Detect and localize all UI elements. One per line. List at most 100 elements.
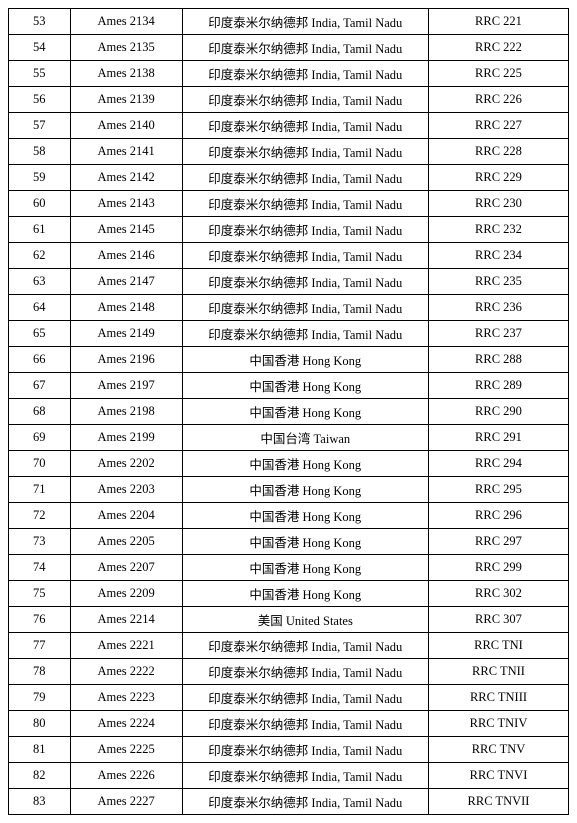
table-cell: 57 xyxy=(9,113,71,139)
table-cell: Ames 2146 xyxy=(70,243,182,269)
table-cell: 59 xyxy=(9,165,71,191)
table-cell: 53 xyxy=(9,9,71,35)
table-cell: 82 xyxy=(9,763,71,789)
table-cell: 印度泰米尔纳德邦 India, Tamil Nadu xyxy=(182,113,428,139)
table-cell: RRC 296 xyxy=(428,503,568,529)
table-cell: RRC TNVII xyxy=(428,789,568,815)
table-cell: 印度泰米尔纳德邦 India, Tamil Nadu xyxy=(182,763,428,789)
table-cell: RRC 237 xyxy=(428,321,568,347)
table-row: 78Ames 2222印度泰米尔纳德邦 India, Tamil NaduRRC… xyxy=(9,659,569,685)
table-cell: Ames 2197 xyxy=(70,373,182,399)
table-row: 79Ames 2223印度泰米尔纳德邦 India, Tamil NaduRRC… xyxy=(9,685,569,711)
table-cell: 中国香港 Hong Kong xyxy=(182,399,428,425)
table-row: 54Ames 2135印度泰米尔纳德邦 India, Tamil NaduRRC… xyxy=(9,35,569,61)
table-cell: 67 xyxy=(9,373,71,399)
table-cell: RRC 229 xyxy=(428,165,568,191)
table-cell: Ames 2221 xyxy=(70,633,182,659)
table-cell: RRC 236 xyxy=(428,295,568,321)
table-cell: 印度泰米尔纳德邦 India, Tamil Nadu xyxy=(182,737,428,763)
table-cell: RRC TNII xyxy=(428,659,568,685)
table-cell: Ames 2147 xyxy=(70,269,182,295)
table-cell: 69 xyxy=(9,425,71,451)
table-cell: 印度泰米尔纳德邦 India, Tamil Nadu xyxy=(182,61,428,87)
table-cell: 83 xyxy=(9,789,71,815)
table-cell: 印度泰米尔纳德邦 India, Tamil Nadu xyxy=(182,659,428,685)
table-cell: 62 xyxy=(9,243,71,269)
table-cell: RRC TNI xyxy=(428,633,568,659)
table-row: 57Ames 2140印度泰米尔纳德邦 India, Tamil NaduRRC… xyxy=(9,113,569,139)
table-cell: Ames 2196 xyxy=(70,347,182,373)
table-cell: 中国香港 Hong Kong xyxy=(182,503,428,529)
table-cell: 76 xyxy=(9,607,71,633)
table-cell: Ames 2203 xyxy=(70,477,182,503)
table-row: 55Ames 2138印度泰米尔纳德邦 India, Tamil NaduRRC… xyxy=(9,61,569,87)
table-cell: 60 xyxy=(9,191,71,217)
table-cell: 79 xyxy=(9,685,71,711)
table-cell: Ames 2227 xyxy=(70,789,182,815)
table-cell: 68 xyxy=(9,399,71,425)
table-cell: Ames 2135 xyxy=(70,35,182,61)
table-row: 73Ames 2205中国香港 Hong KongRRC 297 xyxy=(9,529,569,555)
table-cell: 印度泰米尔纳德邦 India, Tamil Nadu xyxy=(182,711,428,737)
table-cell: RRC 221 xyxy=(428,9,568,35)
table-cell: 印度泰米尔纳德邦 India, Tamil Nadu xyxy=(182,789,428,815)
table-row: 59Ames 2142印度泰米尔纳德邦 India, Tamil NaduRRC… xyxy=(9,165,569,191)
table-cell: 印度泰米尔纳德邦 India, Tamil Nadu xyxy=(182,9,428,35)
table-row: 72Ames 2204中国香港 Hong KongRRC 296 xyxy=(9,503,569,529)
table-cell: RRC 230 xyxy=(428,191,568,217)
table-cell: 中国台湾 Taiwan xyxy=(182,425,428,451)
table-cell: 56 xyxy=(9,87,71,113)
table-cell: Ames 2143 xyxy=(70,191,182,217)
table-cell: RRC 289 xyxy=(428,373,568,399)
table-cell: 印度泰米尔纳德邦 India, Tamil Nadu xyxy=(182,685,428,711)
table-cell: 70 xyxy=(9,451,71,477)
table-cell: Ames 2207 xyxy=(70,555,182,581)
table-cell: 印度泰米尔纳德邦 India, Tamil Nadu xyxy=(182,35,428,61)
table-cell: RRC 295 xyxy=(428,477,568,503)
table-cell: 印度泰米尔纳德邦 India, Tamil Nadu xyxy=(182,87,428,113)
table-cell: RRC 227 xyxy=(428,113,568,139)
table-cell: Ames 2204 xyxy=(70,503,182,529)
table-cell: Ames 2214 xyxy=(70,607,182,633)
table-row: 62Ames 2146印度泰米尔纳德邦 India, Tamil NaduRRC… xyxy=(9,243,569,269)
table-cell: RRC 294 xyxy=(428,451,568,477)
table-cell: 63 xyxy=(9,269,71,295)
table-cell: 54 xyxy=(9,35,71,61)
table-cell: 中国香港 Hong Kong xyxy=(182,477,428,503)
table-cell: 印度泰米尔纳德邦 India, Tamil Nadu xyxy=(182,217,428,243)
table-cell: 印度泰米尔纳德邦 India, Tamil Nadu xyxy=(182,243,428,269)
table-cell: Ames 2226 xyxy=(70,763,182,789)
table-row: 75Ames 2209中国香港 Hong KongRRC 302 xyxy=(9,581,569,607)
table-cell: RRC TNVI xyxy=(428,763,568,789)
table-row: 74Ames 2207中国香港 Hong KongRRC 299 xyxy=(9,555,569,581)
table-cell: RRC 288 xyxy=(428,347,568,373)
table-cell: Ames 2145 xyxy=(70,217,182,243)
table-row: 81Ames 2225印度泰米尔纳德邦 India, Tamil NaduRRC… xyxy=(9,737,569,763)
table-cell: 印度泰米尔纳德邦 India, Tamil Nadu xyxy=(182,139,428,165)
table-cell: Ames 2223 xyxy=(70,685,182,711)
table-cell: 印度泰米尔纳德邦 India, Tamil Nadu xyxy=(182,321,428,347)
table-cell: 中国香港 Hong Kong xyxy=(182,581,428,607)
table-cell: Ames 2140 xyxy=(70,113,182,139)
table-cell: Ames 2141 xyxy=(70,139,182,165)
table-row: 63Ames 2147印度泰米尔纳德邦 India, Tamil NaduRRC… xyxy=(9,269,569,295)
table-cell: Ames 2202 xyxy=(70,451,182,477)
table-cell: 61 xyxy=(9,217,71,243)
table-cell: Ames 2149 xyxy=(70,321,182,347)
table-row: 56Ames 2139印度泰米尔纳德邦 India, Tamil NaduRRC… xyxy=(9,87,569,113)
table-row: 60Ames 2143印度泰米尔纳德邦 India, Tamil NaduRRC… xyxy=(9,191,569,217)
table-row: 70Ames 2202中国香港 Hong KongRRC 294 xyxy=(9,451,569,477)
table-cell: 印度泰米尔纳德邦 India, Tamil Nadu xyxy=(182,633,428,659)
table-cell: RRC 307 xyxy=(428,607,568,633)
table-cell: 55 xyxy=(9,61,71,87)
table-cell: 66 xyxy=(9,347,71,373)
table-cell: RRC 225 xyxy=(428,61,568,87)
table-row: 83Ames 2227印度泰米尔纳德邦 India, Tamil NaduRRC… xyxy=(9,789,569,815)
table-cell: 77 xyxy=(9,633,71,659)
table-cell: RRC 232 xyxy=(428,217,568,243)
table-cell: 73 xyxy=(9,529,71,555)
table-cell: Ames 2198 xyxy=(70,399,182,425)
table-cell: Ames 2148 xyxy=(70,295,182,321)
table-cell: RRC 297 xyxy=(428,529,568,555)
table-cell: 80 xyxy=(9,711,71,737)
